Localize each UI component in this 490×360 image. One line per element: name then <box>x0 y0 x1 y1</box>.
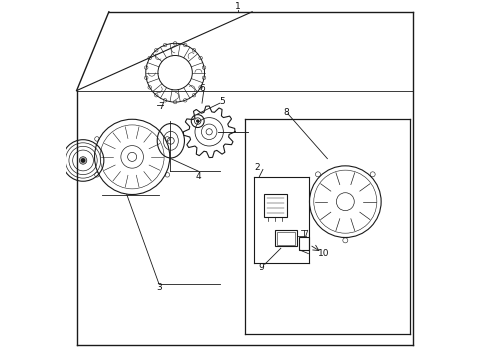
Text: 7: 7 <box>158 102 164 111</box>
Bar <box>299 238 310 250</box>
Bar <box>275 230 297 247</box>
Text: 8: 8 <box>283 108 289 117</box>
Bar <box>264 194 287 217</box>
Text: 2: 2 <box>255 163 260 172</box>
Circle shape <box>197 120 198 122</box>
Text: 3: 3 <box>156 283 162 292</box>
Text: 10: 10 <box>318 249 330 258</box>
Text: 6: 6 <box>199 84 205 93</box>
Text: 1: 1 <box>235 2 241 11</box>
Circle shape <box>81 159 85 162</box>
Text: 5: 5 <box>219 97 224 106</box>
Text: 4: 4 <box>196 172 201 181</box>
Circle shape <box>79 157 87 164</box>
Bar <box>277 232 295 245</box>
Text: 9: 9 <box>258 264 264 273</box>
